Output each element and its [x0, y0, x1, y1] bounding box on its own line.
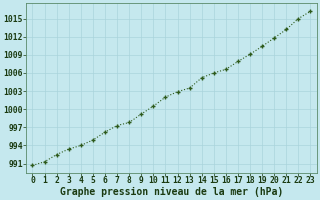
X-axis label: Graphe pression niveau de la mer (hPa): Graphe pression niveau de la mer (hPa) [60, 186, 283, 197]
